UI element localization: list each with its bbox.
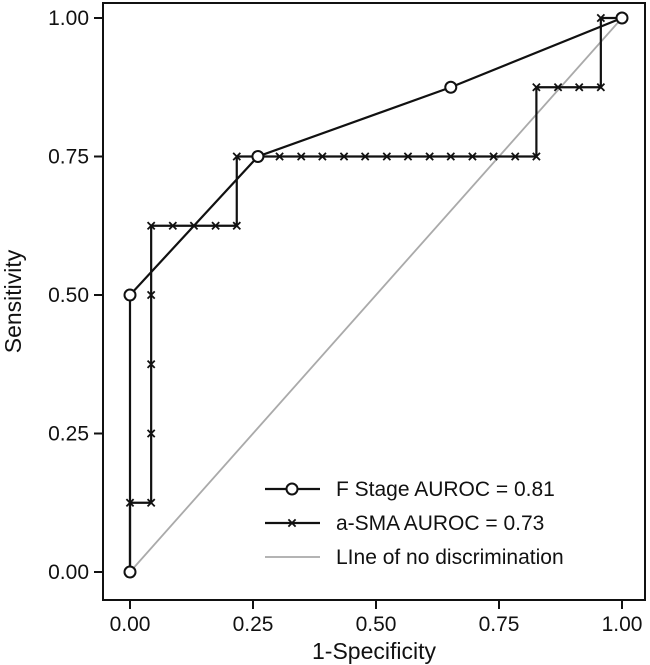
series-f-stage	[123, 11, 629, 579]
x-tick-label: 1.00	[602, 613, 643, 636]
data-point-circle	[251, 150, 265, 163]
y-tick-label: 0.25	[48, 423, 89, 446]
legend-marker-circle	[285, 482, 299, 496]
legend-label: a-SMA AUROC = 0.73	[336, 512, 544, 535]
x-tick-label: 0.75	[479, 613, 520, 636]
series-line	[129, 17, 623, 573]
x-axis-ticks: 0.00 0.25 0.50 0.75 1.00	[110, 600, 643, 636]
x-tick-label: 0.25	[233, 613, 274, 636]
y-axis-ticks: 0.00 0.25 0.50 0.75 1.00	[48, 7, 103, 584]
data-point-x	[211, 221, 220, 230]
y-axis-label: Sensitivity	[0, 249, 26, 353]
data-point-circle	[615, 11, 629, 25]
data-point-x	[425, 152, 434, 161]
legend-label: F Stage AUROC = 0.81	[336, 478, 555, 501]
data-point-x	[232, 152, 242, 161]
data-point-x	[596, 83, 606, 92]
y-tick-label: 1.00	[48, 7, 89, 30]
legend-entry: F Stage AUROC = 0.81	[265, 478, 555, 501]
data-point-x	[403, 152, 413, 161]
data-point-x	[382, 152, 392, 161]
axes	[102, 2, 646, 601]
x-axis-label: 1-Specificity	[312, 638, 436, 664]
data-point-x	[146, 429, 156, 438]
data-point-x	[446, 152, 456, 161]
legend-label: LIne of no discrimination	[336, 546, 564, 569]
x-tick-label: 0.00	[110, 613, 151, 636]
data-point-x	[489, 152, 498, 161]
data-point-x	[232, 221, 242, 230]
legend-entry: a-SMA AUROC = 0.73	[265, 512, 544, 535]
series-layer	[123, 11, 629, 579]
series-line	[128, 16, 622, 572]
data-point-x	[146, 498, 156, 507]
series-reference	[129, 17, 623, 573]
data-point-x	[339, 152, 349, 161]
x-tick-label: 0.50	[356, 613, 397, 636]
data-point-x	[510, 152, 520, 161]
data-point-circle	[123, 565, 137, 579]
data-point-circle	[123, 288, 137, 302]
data-point-x	[532, 83, 541, 92]
data-point-x	[318, 152, 327, 161]
legend: F Stage AUROC = 0.81 a-SMA AUROC = 0.73 LI…	[265, 478, 564, 569]
data-point-x	[146, 221, 156, 230]
data-point-x	[596, 13, 606, 23]
y-tick-label: 0.75	[48, 146, 89, 169]
legend-marker-x	[287, 518, 297, 528]
data-point-x	[468, 152, 477, 161]
data-point-x	[532, 152, 541, 161]
data-point-circle	[444, 80, 458, 94]
y-tick-label: 0.50	[48, 284, 89, 307]
legend-entry: LIne of no discrimination	[265, 546, 564, 569]
data-point-x	[360, 152, 370, 161]
y-tick-label: 0.00	[48, 561, 89, 584]
data-point-x	[168, 221, 178, 230]
data-point-x	[574, 83, 584, 92]
plot-area-frame	[102, 2, 646, 601]
data-point-x	[553, 83, 563, 92]
data-point-x	[146, 360, 156, 369]
data-point-x	[296, 152, 306, 161]
data-point-x	[275, 152, 284, 161]
data-point-x	[146, 290, 156, 300]
